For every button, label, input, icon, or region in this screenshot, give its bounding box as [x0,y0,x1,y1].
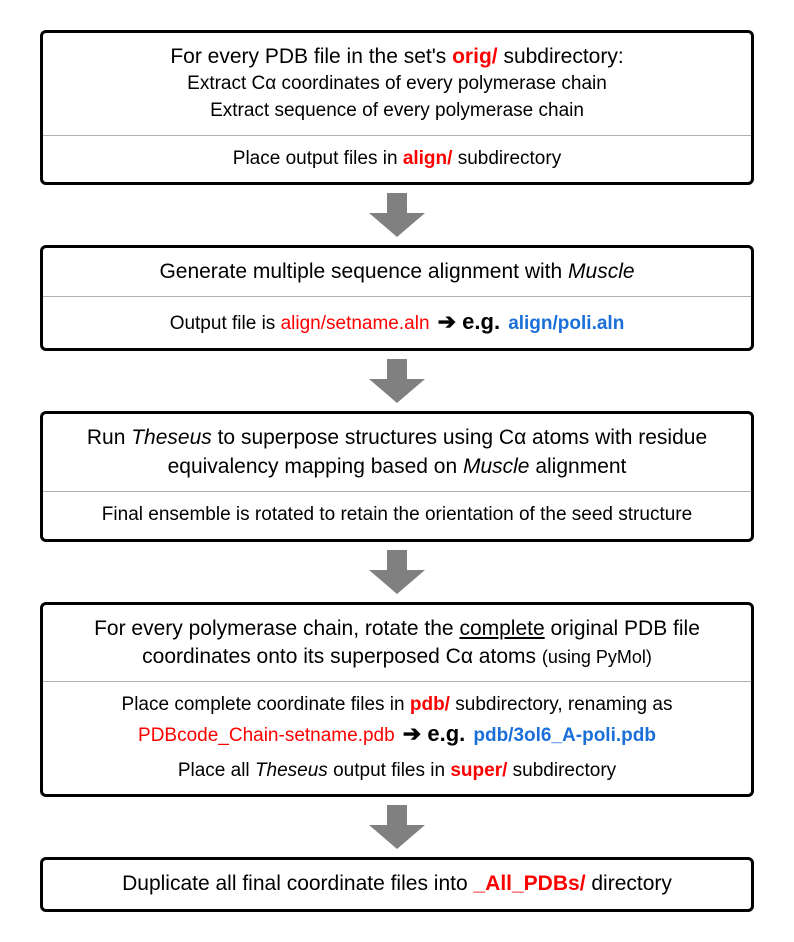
t: Muscle [463,455,530,478]
box2-line1: Generate multiple sequence alignment wit… [63,258,731,286]
arrow-1 [40,193,754,237]
flow-box-5: Duplicate all final coordinate files int… [40,857,754,911]
down-arrow-icon [369,359,425,403]
flow-box-4: For every polymerase chain, rotate the c… [40,602,754,798]
flow-box-2: Generate multiple sequence alignment wit… [40,245,754,351]
t: subdirectory [507,760,616,781]
right-arrow-icon: ➔ e.g. [430,309,509,334]
box1-bottom: Place output files in align/ subdirector… [43,135,751,183]
box1-line1: For every PDB file in the set's orig/ su… [63,43,731,71]
arrow-2 [40,359,754,403]
box4-line2: Place complete coordinate files in pdb/ … [63,692,731,719]
box1-line2: Extract Cα coordinates of every polymera… [63,71,731,98]
t: Place complete coordinate files in [122,694,410,715]
box5-content: Duplicate all final coordinate files int… [43,860,751,908]
box2-top: Generate multiple sequence alignment wit… [43,248,751,296]
t: Place output files in [233,148,403,169]
arrow-4 [40,805,754,849]
box4-line3: PDBcode_Chain-setname.pdb ➔ e.g. pdb/3ol… [63,719,731,750]
t: Run [87,426,131,449]
t: For every PDB file in the set's [170,45,452,68]
box4-bottom: Place complete coordinate files in pdb/ … [43,681,751,794]
t: align/poli.aln [508,313,624,334]
box3-line1: Run Theseus to superpose structures usin… [63,424,731,481]
t: Output file is [170,313,281,334]
t: orig/ [452,45,498,68]
arrow-3 [40,550,754,594]
down-arrow-icon [369,193,425,237]
down-arrow-icon [369,550,425,594]
t: Muscle [568,260,635,283]
t: (using PyMol) [542,647,652,667]
t: super/ [450,760,507,781]
box2-bottom: Output file is align/setname.aln ➔ e.g. … [43,296,751,348]
t: align/ [403,148,453,169]
flow-box-3: Run Theseus to superpose structures usin… [40,411,754,541]
box1-line3: Extract sequence of every polymerase cha… [63,98,731,125]
box1-line4: Place output files in align/ subdirector… [63,146,731,173]
t: Duplicate all final coordinate files int… [122,872,473,895]
t: Theseus [131,426,212,449]
t: alignment [530,455,627,478]
t: complete [459,617,544,640]
flow-box-1: For every PDB file in the set's orig/ su… [40,30,754,185]
box3-top: Run Theseus to superpose structures usin… [43,414,751,491]
box3-line2: Final ensemble is rotated to retain the … [63,502,731,529]
t: subdirectory: [498,45,624,68]
t: PDBcode_Chain-setname.pdb [138,725,395,746]
t: directory [586,872,672,895]
box3-bottom: Final ensemble is rotated to retain the … [43,491,751,539]
t: output files in [328,760,451,781]
box2-line2: Output file is align/setname.aln ➔ e.g. … [63,307,731,338]
box4-top: For every polymerase chain, rotate the c… [43,605,751,682]
right-arrow-icon: ➔ e.g. [395,721,474,746]
t: pdb/ [410,694,450,715]
t: For every polymerase chain, rotate the [94,617,459,640]
t: align/setname.aln [281,313,430,334]
box4-line4: Place all Theseus output files in super/… [63,758,731,785]
box5-line1: Duplicate all final coordinate files int… [63,870,731,898]
box4-line1: For every polymerase chain, rotate the c… [63,615,731,672]
t: subdirectory [452,148,561,169]
t: pdb/3ol6_A-poli.pdb [473,725,656,746]
t: Theseus [255,760,328,781]
box1-top: For every PDB file in the set's orig/ su… [43,33,751,135]
t: Generate multiple sequence alignment wit… [159,260,568,283]
t: _All_PDBs/ [473,872,585,895]
t: subdirectory, renaming as [450,694,672,715]
t: Place all [178,760,255,781]
down-arrow-icon [369,805,425,849]
